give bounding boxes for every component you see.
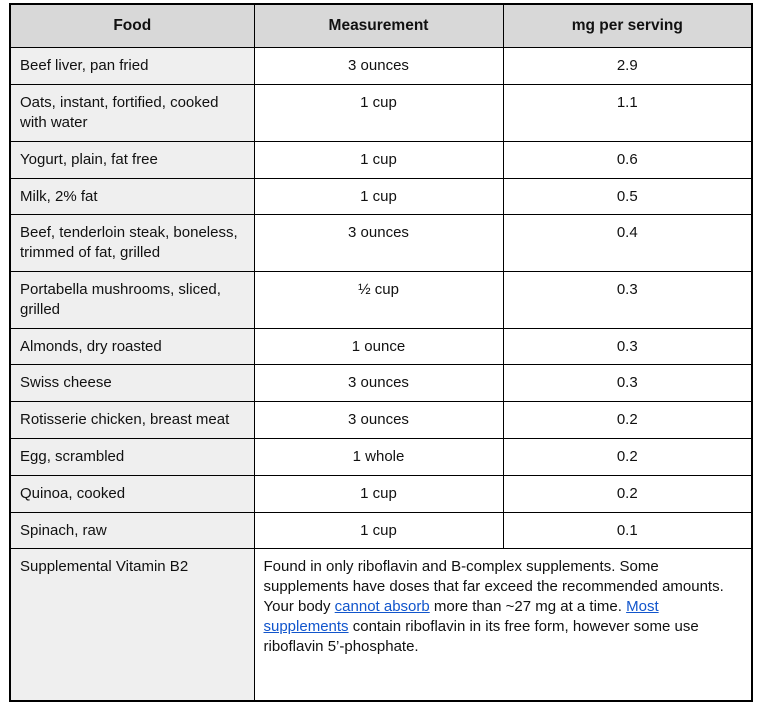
food-cell: Almonds, dry roasted bbox=[9, 327, 255, 366]
mg-per-serving-cell: 1.1 bbox=[502, 84, 753, 142]
note-text: contain riboflavin in its free form, how… bbox=[263, 617, 699, 655]
document-page: Food Measurement mg per serving Beef liv… bbox=[9, 3, 753, 703]
measurement-cell: 3 ounces bbox=[253, 47, 504, 86]
mg-per-serving-cell: 0.3 bbox=[502, 271, 753, 329]
table-row: Beef, tenderloin steak, boneless, trimme… bbox=[9, 214, 753, 273]
measurement-cell: 1 cup bbox=[253, 511, 504, 550]
measurement-cell: 1 whole bbox=[253, 438, 504, 476]
table-row: Milk, 2% fat 1 cup 0.5 bbox=[9, 177, 753, 216]
food-cell: Quinoa, cooked bbox=[9, 474, 255, 513]
food-cell: Yogurt, plain, fat free bbox=[9, 140, 255, 179]
measurement-cell: ½ cup bbox=[253, 271, 504, 329]
measurement-cell: 1 cup bbox=[253, 140, 504, 179]
food-cell: Rotisserie chicken, breast meat bbox=[9, 401, 255, 440]
supplement-link[interactable]: cannot absorb bbox=[334, 598, 430, 615]
supplement-label: Supplemental Vitamin B2 bbox=[9, 548, 255, 702]
riboflavin-food-table: Food Measurement mg per serving Beef liv… bbox=[9, 3, 753, 703]
food-table-body: Beef liver, pan fried 3 ounces 2.9 Oats,… bbox=[9, 47, 753, 550]
table-row: Portabella mushrooms, sliced, grilled ½ … bbox=[9, 271, 753, 329]
measurement-cell: 3 ounces bbox=[253, 364, 504, 403]
food-cell: Spinach, raw bbox=[9, 511, 255, 550]
food-cell: Beef liver, pan fried bbox=[9, 47, 255, 86]
measurement-cell: 1 cup bbox=[253, 474, 504, 513]
table-row: Swiss cheese 3 ounces 0.3 bbox=[9, 364, 753, 403]
supplement-note: Found in only riboflavin and B-complex s… bbox=[253, 548, 753, 702]
measurement-cell: 1 cup bbox=[253, 84, 504, 142]
supplement-row: Supplemental Vitamin B2 Found in only ri… bbox=[9, 548, 753, 702]
table-row: Rotisserie chicken, breast meat 3 ounces… bbox=[9, 401, 753, 440]
table-row: Quinoa, cooked 1 cup 0.2 bbox=[9, 474, 753, 513]
measurement-cell: 1 ounce bbox=[253, 327, 504, 366]
food-cell: Egg, scrambled bbox=[9, 438, 255, 476]
measurement-cell: 3 ounces bbox=[253, 214, 504, 273]
food-cell: Portabella mushrooms, sliced, grilled bbox=[9, 271, 255, 329]
food-cell: Oats, instant, fortified, cooked with wa… bbox=[9, 84, 255, 142]
food-cell: Beef, tenderloin steak, boneless, trimme… bbox=[9, 214, 255, 273]
note-text: Found in only riboflavin and B-complex s… bbox=[263, 558, 724, 615]
column-header-mg-per-serving: mg per serving bbox=[502, 3, 753, 49]
food-cell: Swiss cheese bbox=[9, 364, 255, 403]
column-header-measurement: Measurement bbox=[253, 3, 504, 49]
mg-per-serving-cell: 0.4 bbox=[502, 214, 753, 273]
mg-per-serving-cell: 0.2 bbox=[502, 474, 753, 513]
header-row: Food Measurement mg per serving bbox=[9, 3, 753, 49]
table-row: Egg, scrambled 1 whole 0.2 bbox=[9, 438, 753, 476]
table-row: Beef liver, pan fried 3 ounces 2.9 bbox=[9, 47, 753, 86]
supplement-link[interactable]: Most supplements bbox=[263, 598, 659, 635]
measurement-cell: 3 ounces bbox=[253, 401, 504, 440]
food-cell: Milk, 2% fat bbox=[9, 177, 255, 216]
mg-per-serving-cell: 0.2 bbox=[502, 438, 753, 476]
table-row: Yogurt, plain, fat free 1 cup 0.6 bbox=[9, 140, 753, 179]
mg-per-serving-cell: 2.9 bbox=[502, 47, 753, 86]
mg-per-serving-cell: 0.1 bbox=[502, 511, 753, 550]
mg-per-serving-cell: 0.5 bbox=[502, 177, 753, 216]
table-row: Almonds, dry roasted 1 ounce 0.3 bbox=[9, 327, 753, 366]
supplement-section: Supplemental Vitamin B2 Found in only ri… bbox=[9, 548, 753, 702]
table-row: Spinach, raw 1 cup 0.1 bbox=[9, 511, 753, 550]
mg-per-serving-cell: 0.6 bbox=[502, 140, 753, 179]
mg-per-serving-cell: 0.3 bbox=[502, 327, 753, 366]
mg-per-serving-cell: 0.3 bbox=[502, 364, 753, 403]
column-header-food: Food bbox=[9, 3, 255, 49]
measurement-cell: 1 cup bbox=[253, 177, 504, 216]
mg-per-serving-cell: 0.2 bbox=[502, 401, 753, 440]
table-row: Oats, instant, fortified, cooked with wa… bbox=[9, 84, 753, 142]
note-text: more than ~27 mg at a time. bbox=[429, 598, 627, 615]
